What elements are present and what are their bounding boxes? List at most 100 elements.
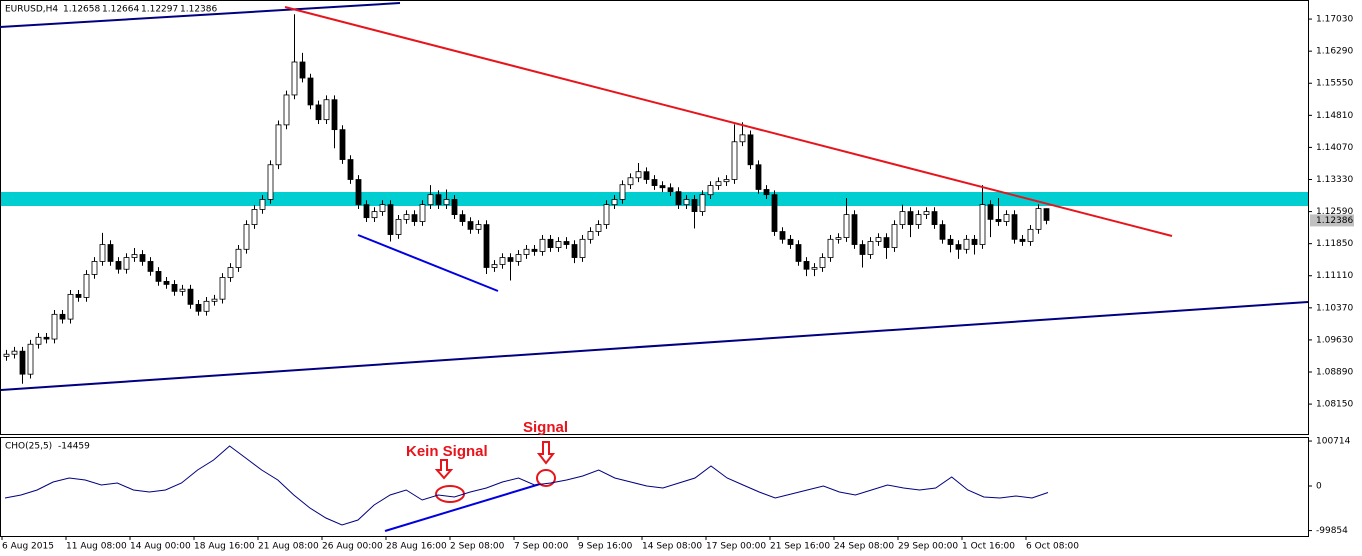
candle-body [139,254,146,262]
trend-line [284,6,1173,237]
candle-body [683,199,690,206]
symbol: EURUSD,H4 [5,5,58,15]
y-tick-label: 1.10370 [1316,303,1353,313]
candle-body [595,224,602,232]
candle-body [323,99,330,121]
candle-body [707,185,714,196]
candle-body [747,134,754,166]
candle-body [803,261,810,270]
candle-body [19,350,26,375]
y-tick-label: 1.16290 [1316,47,1353,57]
candle-body [651,179,658,186]
candle-body [987,204,994,220]
candle-body [243,224,250,250]
annotation: Kein Signal [406,443,488,460]
candle-body [611,199,618,206]
candle-body [827,238,834,258]
indicator-name: CHO(25,5) [5,442,52,452]
candle-body [347,159,354,180]
y-tick-label: 1.11850 [1316,239,1353,249]
price-label-bg [1310,214,1354,227]
x-tick-label: 18 Aug 16:00 [194,542,255,552]
candle-body [899,211,906,225]
candle-body [211,298,218,302]
candle-body [699,194,706,212]
candle-body [267,164,274,200]
candle-body [587,231,594,240]
candle-body [923,211,930,216]
candle-body [667,187,674,193]
candle-body [819,257,826,268]
candle-body [467,221,474,230]
resistance-zone [1,192,1308,206]
candle-body [619,184,626,200]
y-tick-label: 1.09630 [1316,335,1353,345]
candle-body [331,99,338,131]
candle-body [627,177,634,186]
x-tick-label: 6 Oct 08:00 [1026,542,1079,552]
candle-body [939,224,946,240]
candle-body [995,218,1002,222]
candle-body [875,237,882,242]
x-tick-label: 2 Sep 08:00 [450,542,505,552]
annotation: Signal [523,419,568,436]
candle-body [811,267,818,270]
x-tick-label: 14 Sep 08:00 [642,542,702,552]
candle-body [835,237,842,240]
ohlc-open: 1.12658 [63,5,100,15]
y-tick-label: 1.08150 [1316,400,1353,410]
candle-body [739,134,746,143]
candle-body [715,181,722,186]
candle-body [35,336,42,345]
candle-body [971,238,978,245]
price-panel [0,0,1309,435]
candle-body [411,214,418,222]
candle-body [779,231,786,240]
candle-body [915,214,922,225]
candle-body [91,261,98,275]
indicator-value: -14459 [58,442,90,452]
y-tick-label: 1.13330 [1316,175,1353,185]
candle-body [443,199,450,206]
candle-body [131,254,138,258]
candle-body [83,274,90,298]
candle-body [315,104,322,121]
candle-body [251,209,258,225]
candle-body [771,194,778,232]
candle-body [491,264,498,268]
y-tick-label: 1.14070 [1316,143,1353,153]
y-tick-label: 1.08890 [1316,368,1353,378]
candle-body [931,211,938,225]
candle-body [755,164,762,190]
candle-body [299,61,306,79]
candle-body [1027,228,1034,242]
candle-body [635,171,642,179]
candle-body [379,204,386,212]
candle-body [451,199,458,216]
candle-body [75,293,82,298]
candle-body [51,313,58,340]
candle-body [155,271,162,282]
candle-body [163,280,170,285]
candle-body [571,244,578,258]
y-tick-label: 1.17030 [1316,15,1353,25]
candle-body [851,214,858,245]
ohlc-close: 1.12386 [180,5,217,15]
x-tick-label: 28 Aug 16:00 [386,542,447,552]
candle-body [67,293,74,320]
candle-body [603,204,610,225]
candle-body [475,224,482,230]
candle-body [307,77,314,106]
candle-body [643,171,650,180]
candle-body [795,244,802,262]
arrow [536,441,556,465]
candle-body [179,288,186,292]
candle-body [843,214,850,238]
candle-body [403,214,410,220]
candle-body [291,61,298,96]
candle-body [43,336,50,340]
candle-body [883,237,890,248]
candle-body [955,244,962,250]
x-tick-label: 24 Sep 08:00 [834,542,894,552]
